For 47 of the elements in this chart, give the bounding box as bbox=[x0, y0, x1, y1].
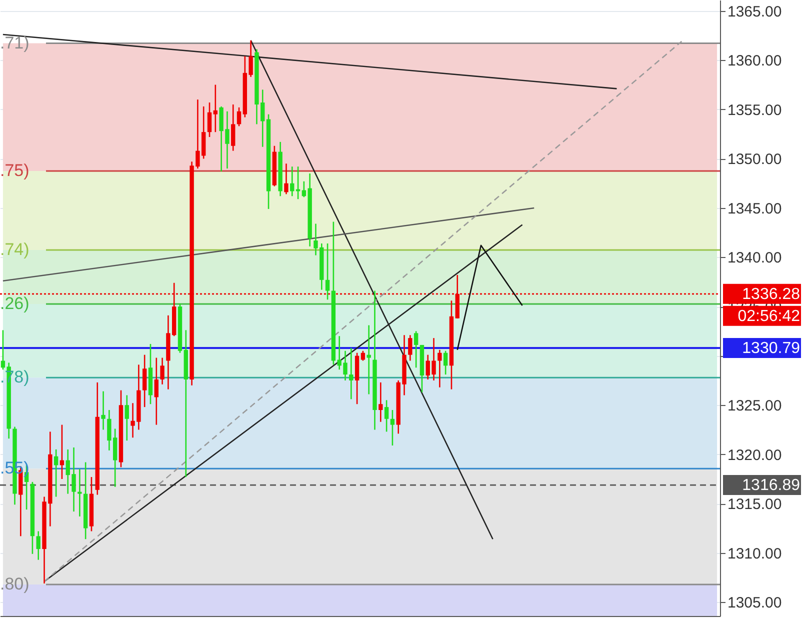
candlestick bbox=[124, 394, 129, 442]
y-tick-label: 1345.00 bbox=[728, 200, 782, 218]
candlestick bbox=[78, 468, 82, 518]
annotation: .71) bbox=[0, 33, 30, 52]
candlestick bbox=[390, 409, 395, 446]
y-tick-label: 1355.00 bbox=[728, 102, 782, 119]
candlestick bbox=[378, 382, 383, 422]
candlestick bbox=[366, 324, 371, 395]
candlestick bbox=[101, 390, 106, 430]
y-tick-label: 1320.00 bbox=[728, 446, 782, 464]
candlestick bbox=[296, 166, 300, 200]
candlestick bbox=[213, 84, 218, 133]
y-tick-label: 1365.00 bbox=[728, 3, 782, 20]
y-tick-label: 1360.00 bbox=[728, 52, 782, 70]
candlestick bbox=[154, 357, 158, 426]
y-tick-label: 1310.00 bbox=[728, 545, 782, 562]
candlestick bbox=[142, 354, 147, 408]
candlestick bbox=[284, 162, 288, 195]
y-tick-label: 1325.00 bbox=[728, 398, 782, 415]
candlestick bbox=[349, 347, 354, 400]
annotation: .80) bbox=[0, 574, 30, 594]
y-tick-label: 1340.00 bbox=[728, 250, 782, 267]
ref-line-label: 1316.89 bbox=[742, 477, 800, 494]
candlestick bbox=[360, 350, 366, 362]
ref-line-label: 1330.79 bbox=[742, 340, 800, 358]
candlestick bbox=[438, 349, 442, 388]
candlestick bbox=[54, 448, 58, 498]
candlestick bbox=[231, 104, 236, 152]
annotation: .26) bbox=[0, 294, 30, 313]
candlestick bbox=[384, 400, 389, 432]
candlestick bbox=[414, 330, 418, 368]
candlestick bbox=[160, 357, 164, 386]
candlestick bbox=[207, 102, 212, 138]
candlestick bbox=[290, 166, 294, 197]
y-tick-label: 1350.00 bbox=[728, 151, 782, 168]
y-tick-label: 1315.00 bbox=[728, 496, 782, 514]
candlestick bbox=[236, 106, 242, 127]
annotation: .74) bbox=[0, 240, 30, 259]
y-tick-label: 1305.00 bbox=[728, 594, 782, 612]
annotation: .75) bbox=[0, 161, 30, 180]
ref-line-label: 1336.28 bbox=[742, 286, 800, 303]
candlestick bbox=[36, 530, 40, 560]
text: 02:56:42 bbox=[738, 308, 800, 325]
candlestick bbox=[443, 350, 448, 376]
candlestick bbox=[325, 242, 330, 300]
candlestick bbox=[0, 330, 6, 370]
candlestick bbox=[408, 334, 412, 362]
